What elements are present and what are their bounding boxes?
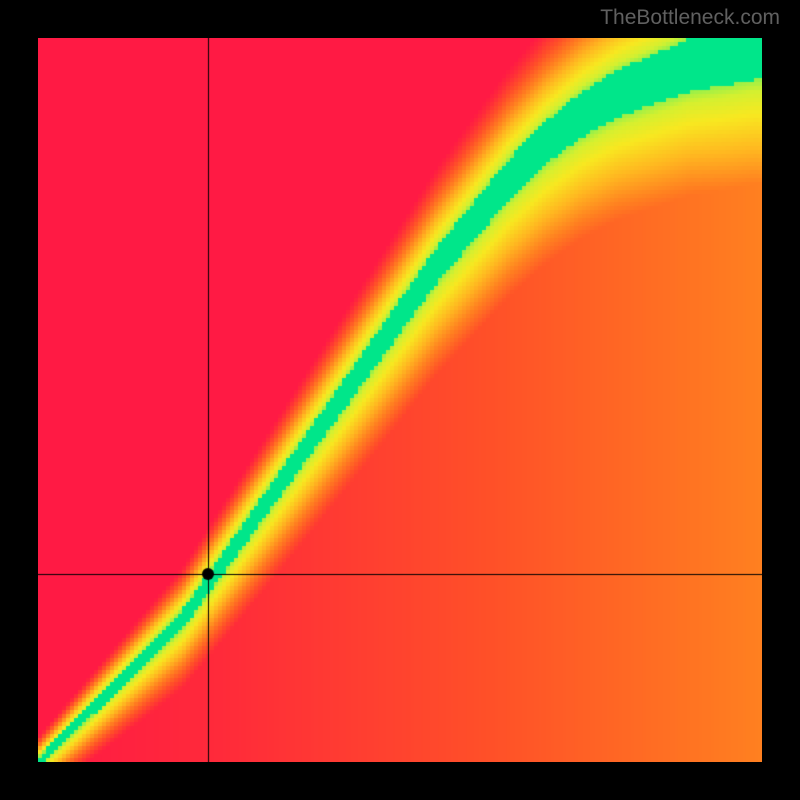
bottleneck-heatmap <box>38 38 762 762</box>
heatmap-canvas <box>38 38 762 762</box>
watermark-text: TheBottleneck.com <box>600 6 780 30</box>
